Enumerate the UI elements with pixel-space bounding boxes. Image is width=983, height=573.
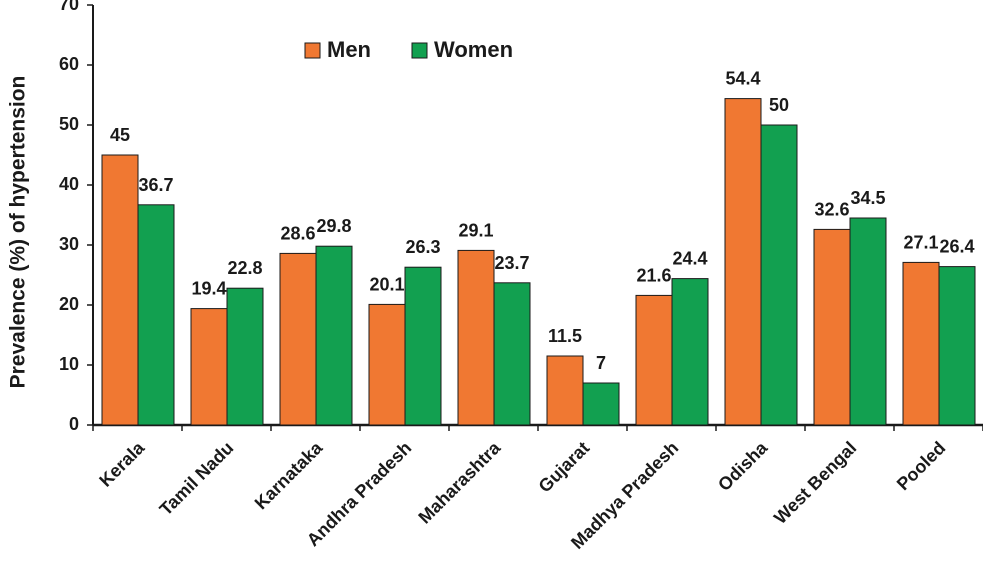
bar-women-kerala xyxy=(137,204,175,426)
data-label-women: 50 xyxy=(769,95,789,115)
bar-men-west-bengal xyxy=(813,228,851,426)
data-label-women: 23.7 xyxy=(494,253,529,273)
y-tick-label: 0 xyxy=(69,414,79,434)
data-label-men: 21.6 xyxy=(636,265,671,285)
data-labels: 45 36.7 19.422.8 28.6 29.8 20.126.3 29.123.7 11… xyxy=(110,69,975,373)
bar-women-madhya-pradesh xyxy=(671,278,709,426)
data-label-women: 22.8 xyxy=(227,258,262,278)
data-label-women: 26.3 xyxy=(405,237,440,257)
bar-women-odisha xyxy=(760,124,798,426)
bar-women-karnataka xyxy=(315,245,353,426)
bar-women-pooled xyxy=(938,266,976,426)
data-label-men: 54.4 xyxy=(725,69,760,89)
category-label: Pooled xyxy=(893,438,950,495)
y-tick-label: 70 xyxy=(59,0,79,14)
data-label-men: 19.4 xyxy=(191,279,226,299)
category-label: West Bengal xyxy=(770,438,860,528)
bar-men-maharashtra xyxy=(457,249,495,426)
category-label: Odisha xyxy=(714,437,772,495)
data-label-men: 29.1 xyxy=(458,220,493,240)
bars xyxy=(101,98,976,426)
bar-men-gujarat xyxy=(546,355,584,426)
bar-men-tamil-nadu xyxy=(190,308,228,426)
data-label-women: 29.8 xyxy=(316,216,351,236)
bar-men-andhra-pradesh xyxy=(368,303,406,426)
bar-men-madhya-pradesh xyxy=(635,294,673,426)
bar-women-west-bengal xyxy=(849,217,887,426)
data-label-men: 28.6 xyxy=(280,223,315,243)
legend-label-women: Women xyxy=(434,37,513,62)
y-axis-title: Prevalence (%) of hypertension xyxy=(7,76,30,389)
data-label-women: 34.5 xyxy=(850,188,885,208)
category-label: Gujarat xyxy=(535,438,594,497)
bar-men-odisha xyxy=(724,98,762,426)
bar-men-karnataka xyxy=(279,252,317,426)
data-label-women: 26.4 xyxy=(939,237,974,257)
bar-men-kerala xyxy=(101,154,139,426)
y-tick-label: 40 xyxy=(59,174,79,194)
data-label-men: 45 xyxy=(110,125,130,145)
y-tick-label: 30 xyxy=(59,234,79,254)
data-label-women: 7 xyxy=(596,353,606,373)
data-label-men: 20.1 xyxy=(369,274,404,294)
bar-women-tamil-nadu xyxy=(226,287,264,426)
category-label: Kerala xyxy=(95,437,149,491)
category-label: Karnataka xyxy=(251,437,327,513)
data-label-men: 32.6 xyxy=(814,199,849,219)
category-label: Maharashtra xyxy=(414,437,505,528)
data-label-men: 27.1 xyxy=(903,232,938,252)
y-tick-label: 60 xyxy=(59,54,79,74)
data-label-women: 24.4 xyxy=(672,249,707,269)
bar-women-maharashtra xyxy=(493,282,531,426)
y-tick-label: 50 xyxy=(59,114,79,134)
data-label-women: 36.7 xyxy=(138,175,173,195)
bar-men-pooled xyxy=(902,261,940,426)
legend-label-men: Men xyxy=(327,37,371,62)
legend-swatch-men xyxy=(304,42,321,59)
legend-swatch-women xyxy=(411,42,428,59)
category-label: Tamil Nadu xyxy=(156,438,238,520)
bar-women-gujarat xyxy=(582,382,620,426)
bar-women-andhra-pradesh xyxy=(404,266,442,426)
data-label-men: 11.5 xyxy=(548,326,582,346)
y-tick-label: 20 xyxy=(59,294,79,314)
y-tick-label: 10 xyxy=(59,354,79,374)
legend: Men Women xyxy=(304,37,513,62)
